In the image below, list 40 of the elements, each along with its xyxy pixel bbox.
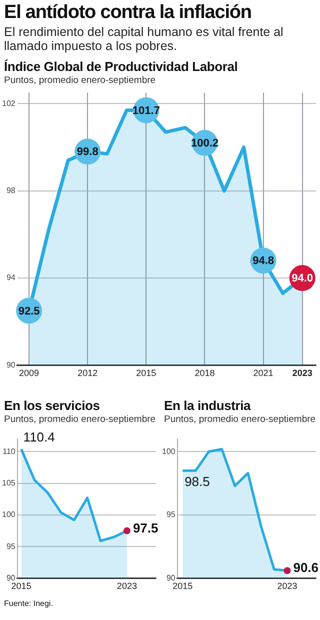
x-tick-label: 2015 bbox=[11, 581, 32, 592]
chart-title: Índice Global de Productividad Laboral bbox=[4, 59, 239, 74]
x-tick-label: 2015 bbox=[136, 368, 156, 378]
data-label: 100.2 bbox=[190, 137, 219, 150]
x-tick-label: 2015 bbox=[172, 581, 193, 592]
x-tick-label: 2012 bbox=[78, 368, 98, 378]
x-tick-label: 2018 bbox=[194, 368, 215, 378]
y-tick-label: 102 bbox=[2, 98, 16, 108]
chart-subtitle: Puntos, promedio enero-septiembre bbox=[164, 414, 316, 425]
x-tick-label: 2023 bbox=[277, 581, 298, 592]
y-tick-label: 100 bbox=[2, 510, 16, 520]
y-tick-label: 90 bbox=[166, 573, 176, 582]
data-label: 98.5 bbox=[184, 474, 210, 490]
chart-title: En la industria bbox=[164, 398, 252, 413]
text: El rendimiento del capital humano es vital frente al llamado impuesto a los pobres. bbox=[4, 25, 284, 53]
x-tick-label: 2023 bbox=[116, 581, 137, 592]
x-tick-label: 2023 bbox=[292, 368, 312, 378]
data-label: 94.8 bbox=[252, 255, 274, 268]
y-tick-label: 94 bbox=[6, 273, 16, 282]
data-label: 94.0 bbox=[292, 272, 314, 285]
text: El antídoto contra la inflación bbox=[4, 2, 252, 24]
y-tick-label: 95 bbox=[6, 542, 16, 551]
x-tick-label: 2009 bbox=[19, 368, 40, 378]
y-tick-label: 90 bbox=[6, 360, 16, 370]
data-label: 110.4 bbox=[23, 430, 55, 445]
y-tick-label: 90 bbox=[6, 573, 16, 582]
chart-title: En los servicios bbox=[4, 398, 101, 413]
y-tick-label: 100 bbox=[162, 446, 176, 456]
data-label: 92.5 bbox=[18, 305, 40, 318]
data-label: 97.5 bbox=[132, 520, 158, 536]
chart-subtitle: Puntos, promedio enero-septiembre bbox=[4, 414, 156, 425]
y-tick-label: 95 bbox=[166, 510, 176, 520]
y-tick-label: 110 bbox=[2, 446, 16, 456]
data-label: 90.6 bbox=[293, 560, 319, 576]
x-tick-label: 2021 bbox=[253, 368, 274, 378]
data-label: 99.8 bbox=[76, 146, 98, 158]
y-tick-label: 98 bbox=[6, 186, 16, 196]
source-note: Fuente: Inegi. bbox=[4, 599, 54, 608]
y-tick-label: 105 bbox=[2, 478, 16, 488]
chart-subtitle: Puntos, promedio enero-septiembre bbox=[4, 75, 157, 86]
